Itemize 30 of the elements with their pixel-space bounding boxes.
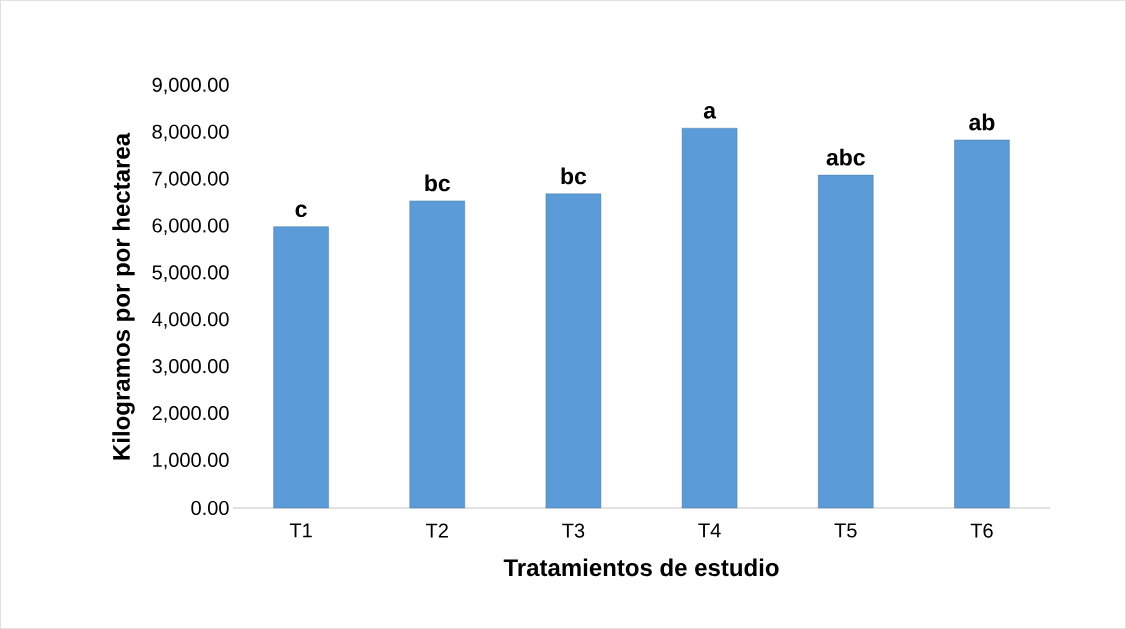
y-tick-label: 6,000.00 [152,218,229,235]
bar [545,193,602,509]
y-tick-label: 7,000.00 [152,171,229,189]
annotation: ab [969,113,995,131]
annotation: c [295,204,307,218]
x-tick-label: T4 [698,523,721,538]
x-tick-label: T2 [426,523,448,538]
annotation: bc [425,174,451,192]
y-tick-label: 5,000.00 [152,265,229,282]
annotation: bc [561,167,587,185]
y-axis-title: Kilogramos por por hectarea [112,132,135,460]
bar [818,174,874,509]
y-tick-label: 8,000.00 [152,124,229,142]
x-tick-label: T6 [970,523,993,538]
x-axis-title: Tratamientos de estudio [503,558,779,577]
x-tick-label: T5 [834,523,857,538]
x-tick-label: T3 [562,523,585,538]
annotation: abc [826,148,865,166]
y-tick-label: 9,000.00 [152,77,229,95]
bar [681,127,738,509]
y-tick-label: 3,000.00 [152,359,229,376]
y-tick-label: 1,000.00 [153,452,229,470]
y-tick-label: 0.00 [191,500,229,516]
bar [409,200,465,509]
bar [954,139,1010,509]
bar [273,226,329,509]
annotation: a [703,106,717,119]
x-tick-label: T1 [289,523,312,538]
y-tick-label: 2,000.00 [152,405,229,423]
y-tick-label: 4,000.00 [152,312,229,329]
